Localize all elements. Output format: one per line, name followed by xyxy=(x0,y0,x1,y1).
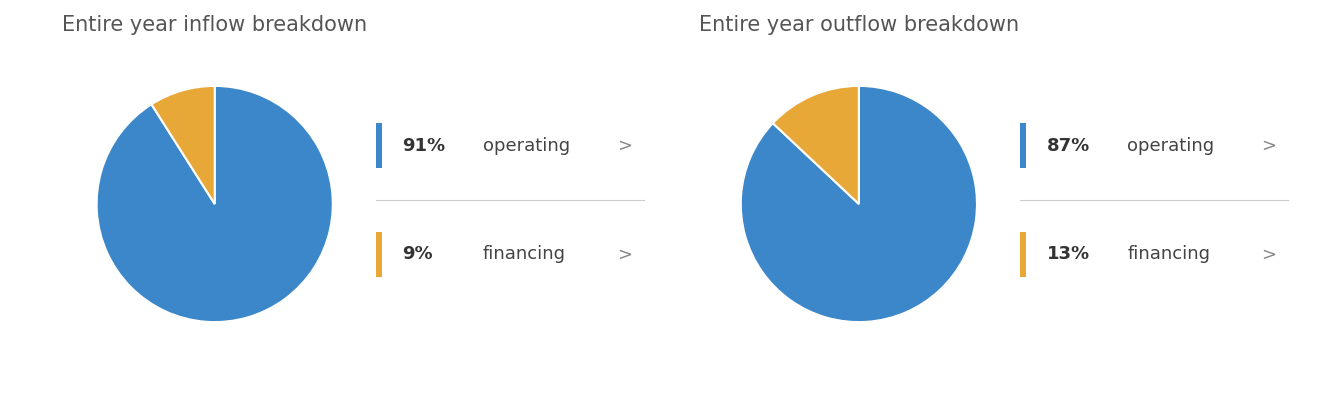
Wedge shape xyxy=(773,86,859,204)
Text: 87%: 87% xyxy=(1047,137,1090,154)
Text: >: > xyxy=(617,137,632,154)
Text: >: > xyxy=(1261,137,1276,154)
Bar xyxy=(376,123,381,168)
Text: operating: operating xyxy=(1127,137,1215,154)
Text: 13%: 13% xyxy=(1047,245,1090,263)
Wedge shape xyxy=(97,86,333,322)
Wedge shape xyxy=(152,86,215,204)
Text: >: > xyxy=(617,245,632,263)
Bar xyxy=(376,232,381,277)
Title: Entire year outflow breakdown: Entire year outflow breakdown xyxy=(699,15,1019,35)
Text: operating: operating xyxy=(483,137,570,154)
Wedge shape xyxy=(741,86,977,322)
Title: Entire year inflow breakdown: Entire year inflow breakdown xyxy=(62,15,368,35)
Text: 9%: 9% xyxy=(403,245,433,263)
Bar xyxy=(1020,232,1025,277)
Text: 91%: 91% xyxy=(403,137,446,154)
Bar xyxy=(1020,123,1025,168)
Text: financing: financing xyxy=(1127,245,1210,263)
Text: >: > xyxy=(1261,245,1276,263)
Text: financing: financing xyxy=(483,245,566,263)
